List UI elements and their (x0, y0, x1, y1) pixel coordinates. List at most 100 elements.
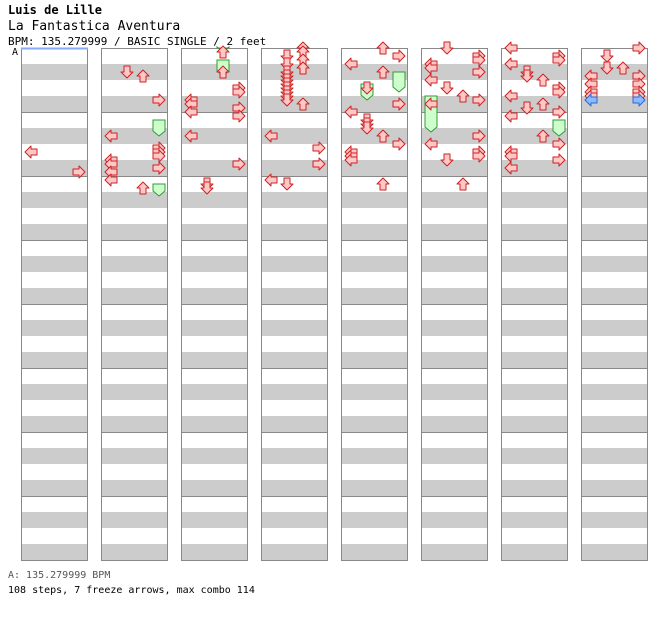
beat-stripe (101, 448, 168, 464)
step-arrow (120, 65, 134, 79)
beat-stripe (501, 256, 568, 272)
beat-stripe (101, 64, 168, 80)
beat-stripe (21, 256, 88, 272)
beat-stripe (341, 352, 408, 368)
freeze-arrow (392, 71, 406, 93)
beat-stripe (21, 192, 88, 208)
beat-stripe (261, 544, 328, 560)
step-arrow (344, 105, 358, 119)
step-arrow (184, 129, 198, 143)
beat-stripe (501, 96, 568, 112)
beat-stripe (421, 480, 488, 496)
beat-stripe (421, 256, 488, 272)
beat-stripe (581, 96, 648, 112)
step-arrow (616, 61, 630, 75)
freeze-arrow (552, 119, 566, 137)
step-arrow (200, 181, 214, 195)
step-arrow (392, 137, 406, 151)
beat-stripe (501, 480, 568, 496)
beat-stripe (341, 96, 408, 112)
step-arrow (504, 161, 518, 175)
footer-summary: 108 steps, 7 freeze arrows, max combo 11… (8, 585, 255, 596)
step-arrow (312, 157, 326, 171)
beat-stripe (421, 288, 488, 304)
beat-stripe (421, 352, 488, 368)
step-arrow (424, 61, 438, 75)
beat-stripe (581, 224, 648, 240)
beat-stripe (101, 352, 168, 368)
step-arrow (232, 85, 246, 99)
beat-stripe (21, 224, 88, 240)
beat-stripe (581, 384, 648, 400)
beat-stripe (261, 416, 328, 432)
beat-stripe (341, 448, 408, 464)
beat-stripe (341, 544, 408, 560)
beat-stripe (181, 480, 248, 496)
beat-stripe (341, 480, 408, 496)
step-arrow (504, 149, 518, 163)
step-arrow (552, 153, 566, 167)
beat-stripe (261, 480, 328, 496)
beat-stripe (181, 64, 248, 80)
beat-stripe (501, 288, 568, 304)
beat-stripe (581, 160, 648, 176)
step-arrow (472, 129, 486, 143)
step-arrow (504, 57, 518, 71)
beat-stripe (181, 288, 248, 304)
step-arrow (264, 129, 278, 143)
beat-stripe (421, 96, 488, 112)
beat-stripe (341, 192, 408, 208)
step-arrow (376, 41, 390, 55)
beat-stripe (341, 160, 408, 176)
freeze-arrow (152, 119, 166, 137)
step-arrow (360, 121, 374, 135)
beat-stripe (21, 416, 88, 432)
beat-stripe (181, 384, 248, 400)
beat-stripe (101, 192, 168, 208)
beat-stripe (101, 544, 168, 560)
beat-stripe (261, 320, 328, 336)
step-arrow (472, 93, 486, 107)
beat-stripe (181, 416, 248, 432)
step-arrow (216, 65, 230, 79)
beat-stripe (261, 512, 328, 528)
beat-stripe (581, 64, 648, 80)
beat-stripe (581, 448, 648, 464)
beat-stripe (181, 544, 248, 560)
beat-stripe (501, 128, 568, 144)
beat-stripe (581, 320, 648, 336)
beat-stripe (261, 128, 328, 144)
shock-arrow (584, 93, 598, 107)
beat-stripe (581, 256, 648, 272)
beat-stripe (261, 160, 328, 176)
beat-stripe (101, 320, 168, 336)
beat-stripe (261, 288, 328, 304)
step-arrow (504, 41, 518, 55)
beat-stripe (341, 128, 408, 144)
beat-stripe (21, 480, 88, 496)
beat-stripe (21, 384, 88, 400)
step-arrow (392, 97, 406, 111)
beat-stripe (421, 128, 488, 144)
freeze-arrow (152, 183, 166, 197)
step-arrow (376, 129, 390, 143)
beat-stripe (261, 192, 328, 208)
step-arrow (456, 177, 470, 191)
beat-stripe (101, 288, 168, 304)
beat-stripe (261, 96, 328, 112)
beat-stripe (181, 160, 248, 176)
beat-stripe (261, 352, 328, 368)
beat-stripe (101, 512, 168, 528)
beat-stripe (421, 416, 488, 432)
shock-arrow (632, 93, 646, 107)
step-arrow (280, 177, 294, 191)
step-arrow (232, 157, 246, 171)
step-arrow (472, 65, 486, 79)
beat-stripe (181, 352, 248, 368)
beat-stripe (501, 352, 568, 368)
beat-stripe (421, 160, 488, 176)
beat-stripe (181, 192, 248, 208)
step-arrow (424, 97, 438, 111)
beat-stripe (581, 352, 648, 368)
beat-stripe (421, 192, 488, 208)
